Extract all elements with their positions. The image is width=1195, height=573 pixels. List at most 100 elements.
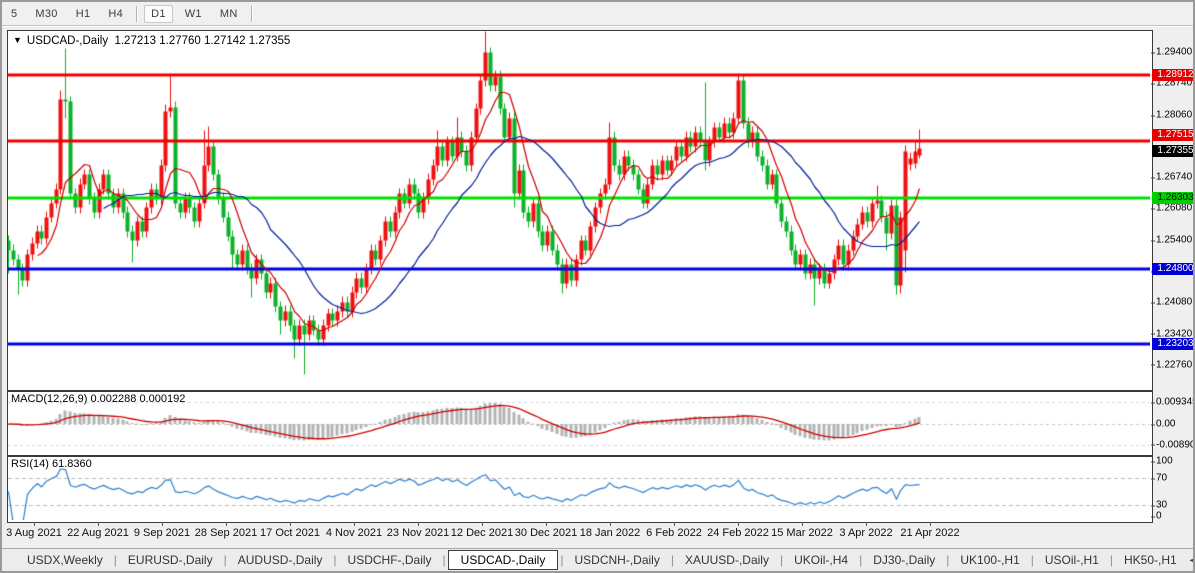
date-axis-tick bbox=[98, 522, 99, 526]
timeframe-button-h1[interactable]: H1 bbox=[75, 7, 91, 20]
chart-tab-usdcad-daily[interactable]: USDCAD-,Daily bbox=[447, 550, 559, 570]
tab-separator: | bbox=[223, 553, 227, 567]
date-axis-tick bbox=[418, 522, 419, 526]
price-axis-tick: 1.26080 bbox=[1150, 202, 1193, 214]
chart-tab-usoil-h1[interactable]: USOil-,H1 bbox=[1044, 553, 1099, 567]
price-axis-tick: 1.28060 bbox=[1150, 109, 1193, 121]
chart-tab-xauusd-daily[interactable]: XAUUSD-,Daily bbox=[684, 553, 769, 567]
toolbar-separator bbox=[136, 5, 138, 22]
date-axis-label: 30 Dec 2021 bbox=[514, 527, 578, 539]
chart-tab-usdcnh-daily[interactable]: USDCNH-,Daily bbox=[574, 553, 660, 567]
macd-label: MACD(12,26,9) 0.002288 0.000192 bbox=[11, 393, 186, 405]
rsi-label: RSI(14) 61.8360 bbox=[11, 458, 92, 470]
chart-tab-eurusd-daily[interactable]: EURUSD-,Daily bbox=[127, 553, 213, 567]
date-axis-label: 23 Nov 2021 bbox=[386, 527, 450, 539]
macd-main-value: 0.002288 bbox=[90, 393, 137, 405]
date-axis-tick bbox=[34, 522, 35, 526]
tab-separator: | bbox=[946, 553, 950, 567]
rsi-axis-tick: 70 bbox=[1150, 472, 1168, 484]
timeframe-button-m30[interactable]: M30 bbox=[35, 7, 58, 20]
rsi-panel bbox=[7, 456, 1153, 523]
date-axis-tick bbox=[226, 522, 227, 526]
date-axis-tick bbox=[738, 522, 739, 526]
macd-canvas[interactable] bbox=[8, 392, 1150, 453]
macd-axis-tick: 0.00 bbox=[1150, 418, 1176, 430]
time-axis: 3 Aug 2021 22 Aug 2021 9 Sep 2021 28 Sep 20… bbox=[6, 522, 1151, 546]
macd-panel bbox=[7, 391, 1153, 456]
tab-separator: | bbox=[779, 553, 784, 567]
date-axis-tick bbox=[866, 522, 867, 526]
tab-separator: | bbox=[1030, 553, 1034, 567]
price-axis-tick: 1.25400 bbox=[1150, 234, 1193, 246]
date-axis-label: 21 Apr 2022 bbox=[900, 527, 960, 539]
macd-axis-tick: -0.008902 bbox=[1150, 439, 1195, 450]
level-price-badge: 1.24800 bbox=[1152, 262, 1195, 275]
date-axis-label: 12 Dec 2021 bbox=[450, 527, 514, 539]
rsi-axis-tick: 0 bbox=[1151, 510, 1162, 522]
rsi-axis-tick: 100 bbox=[1151, 455, 1173, 467]
macd-signal-value: 0.000192 bbox=[139, 393, 186, 405]
tab-separator: | bbox=[1109, 553, 1114, 567]
rsi-axis-tick: 30 bbox=[1150, 499, 1168, 511]
chart-ohlc-values: 1.27213 1.27760 1.27142 1.27355 bbox=[114, 35, 291, 47]
chart-tab-dj30-daily[interactable]: DJ30-,Daily bbox=[873, 553, 936, 567]
date-axis-tick bbox=[354, 522, 355, 526]
timeframe-button-w1[interactable]: W1 bbox=[184, 7, 202, 20]
chart-dropdown-icon[interactable]: ▼ bbox=[13, 35, 22, 45]
tab-separator: | bbox=[442, 553, 446, 567]
macd-axis-tick: 0.009345 bbox=[1151, 397, 1195, 408]
timeframe-button-5[interactable]: 5 bbox=[11, 7, 18, 20]
date-axis-label: 28 Sep 2021 bbox=[194, 527, 258, 539]
chart-tab-uk100-h1[interactable]: UK100-,H1 bbox=[960, 553, 1020, 567]
date-axis-label: 9 Sep 2021 bbox=[133, 527, 191, 539]
date-axis-label: 22 Aug 2021 bbox=[67, 527, 129, 539]
price-chart-canvas[interactable] bbox=[8, 31, 1150, 388]
date-axis-tick bbox=[290, 522, 291, 526]
price-axis-tick: 1.26740 bbox=[1150, 171, 1193, 183]
level-price-badge: 1.26303 bbox=[1152, 191, 1195, 204]
date-axis-label: 15 Mar 2022 bbox=[771, 527, 833, 539]
date-axis-label: 3 Apr 2022 bbox=[839, 527, 893, 539]
date-axis-tick bbox=[930, 522, 931, 526]
date-axis-tick bbox=[162, 522, 163, 526]
current-price-badge: 1.27355 bbox=[1152, 145, 1195, 158]
date-axis-label: 4 Nov 2021 bbox=[325, 527, 383, 539]
rsi-canvas[interactable] bbox=[8, 457, 1150, 520]
tab-scroll-left-icon[interactable]: ◄ bbox=[1187, 555, 1195, 565]
price-chart-panel bbox=[7, 30, 1153, 391]
chart-symbol-label: USDCAD-,Daily bbox=[26, 35, 109, 47]
date-axis-label: 6 Feb 2022 bbox=[646, 527, 702, 539]
tab-separator: | bbox=[333, 553, 337, 567]
tab-separator: | bbox=[670, 553, 674, 567]
chart-title: ▼ USDCAD-,Daily 1.27213 1.27760 1.27142 1… bbox=[13, 35, 290, 47]
price-axis-tick: 1.29400 bbox=[1150, 46, 1193, 58]
price-axis-tick: 1.23420 bbox=[1150, 328, 1193, 340]
timeframe-toolbar: 5 M30 H1 H4 D1 W1 MN bbox=[2, 2, 1193, 26]
date-axis-tick bbox=[674, 522, 675, 526]
tab-separator: | bbox=[560, 553, 564, 567]
chart-tab-bar: USDX,Weekly | EURUSD-,Daily | AUDUSD-,Daily |… bbox=[2, 548, 1195, 571]
price-axis-tick: 1.28740 bbox=[1150, 77, 1193, 89]
tab-separator: | bbox=[113, 553, 117, 567]
timeframe-button-mn[interactable]: MN bbox=[219, 7, 238, 20]
date-axis-label: 17 Oct 2021 bbox=[260, 527, 320, 539]
price-axis-tick: 1.22760 bbox=[1150, 359, 1193, 371]
chart-tab-audusd-daily[interactable]: AUDUSD-,Daily bbox=[237, 553, 323, 567]
timeframe-button-h4[interactable]: H4 bbox=[108, 7, 124, 20]
date-axis-label: 18 Jan 2022 bbox=[579, 527, 641, 539]
chart-tab-usdchf-daily[interactable]: USDCHF-,Daily bbox=[347, 553, 432, 567]
chart-tab-hk50-h1[interactable]: HK50-,H1 bbox=[1124, 553, 1177, 567]
date-axis-tick bbox=[610, 522, 611, 526]
date-axis-tick bbox=[482, 522, 483, 526]
date-axis-tick bbox=[546, 522, 547, 526]
date-axis-label: 3 Aug 2021 bbox=[6, 527, 62, 539]
chart-tab-ukoil-h4[interactable]: UKOil-,H4 bbox=[794, 553, 849, 567]
tab-separator: | bbox=[859, 553, 863, 567]
level-price-badge: 1.27515 bbox=[1152, 128, 1195, 141]
date-axis-tick bbox=[802, 522, 803, 526]
timeframe-button-d1[interactable]: D1 bbox=[144, 4, 173, 23]
toolbar-separator bbox=[250, 5, 252, 22]
chart-tab-usdx-weekly[interactable]: USDX,Weekly bbox=[27, 553, 103, 567]
level-price-badge: 1.23203 bbox=[1152, 337, 1195, 350]
